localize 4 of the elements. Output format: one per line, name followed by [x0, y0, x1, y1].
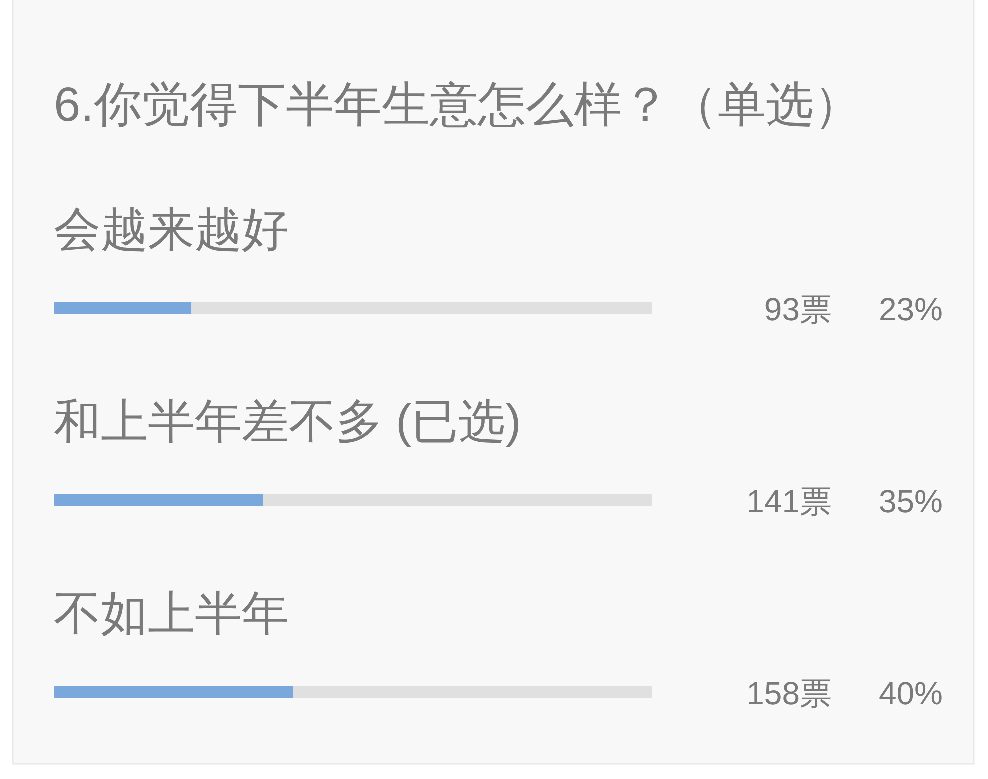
- annotation: 93票: [764, 292, 832, 328]
- annotation: 141票: [746, 484, 832, 520]
- annotation: 158票: [746, 676, 832, 712]
- title: 6.你觉得下半年生意怎么样？（单选）: [54, 79, 862, 132]
